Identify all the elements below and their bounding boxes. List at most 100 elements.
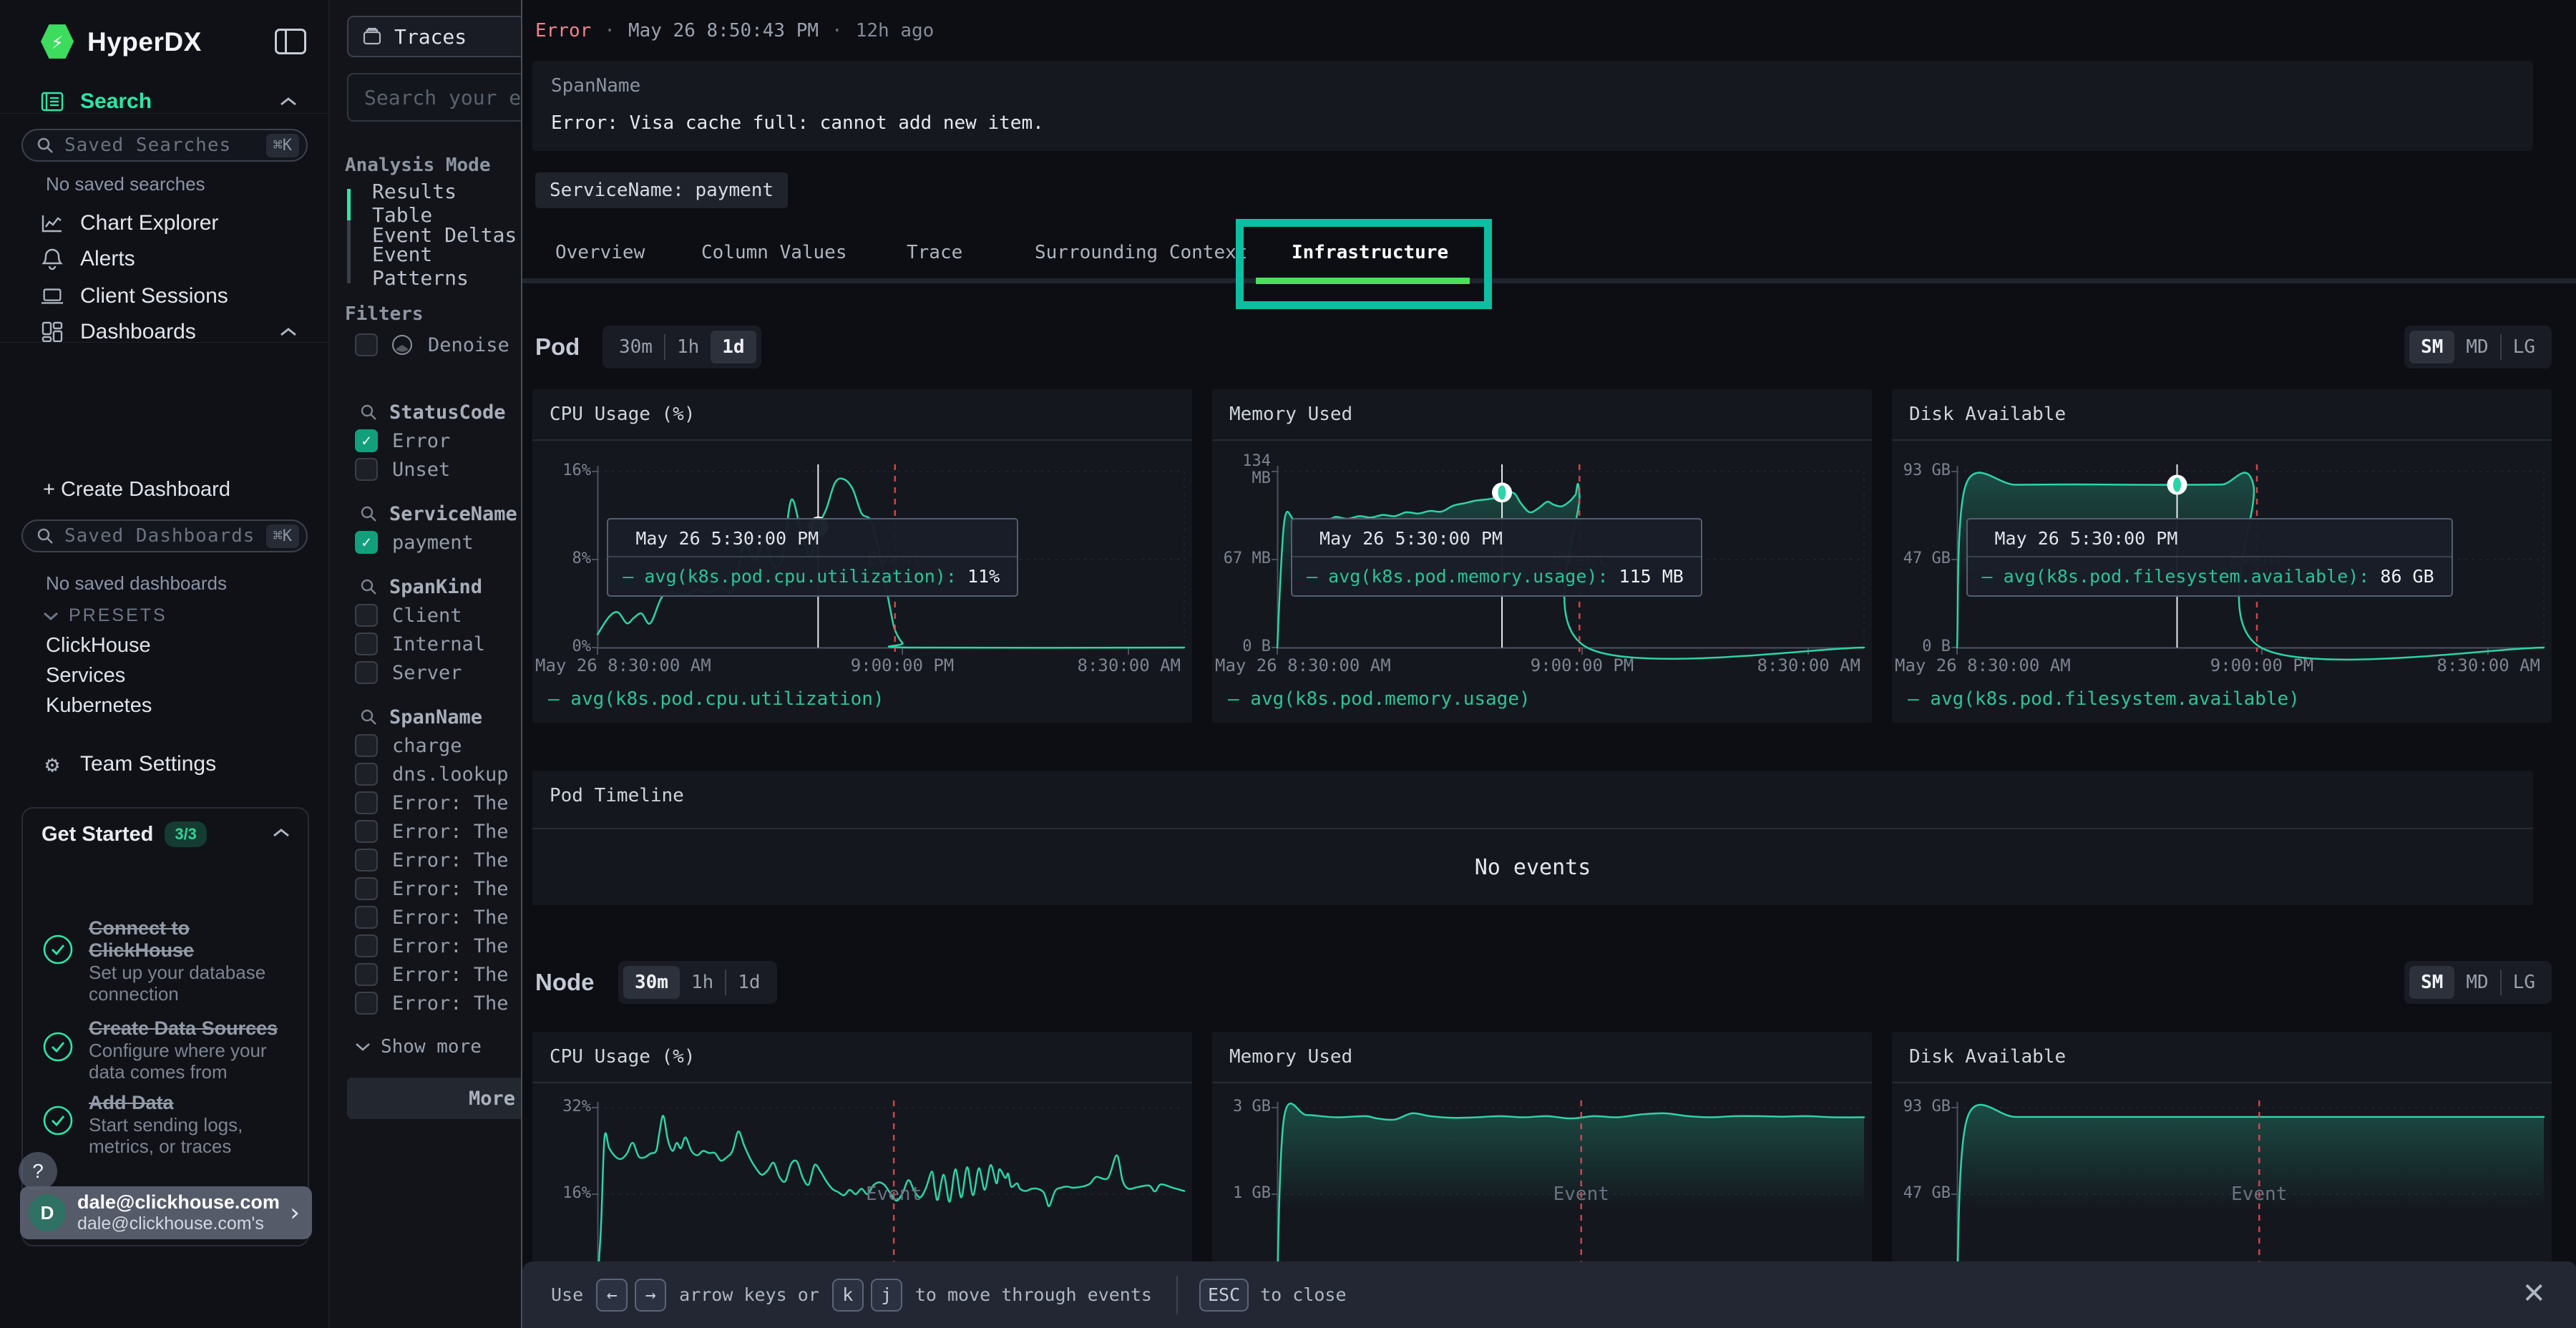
pod-range-30m[interactable]: 30m — [608, 331, 664, 363]
j-key[interactable]: j — [871, 1279, 902, 1312]
collapse-sidebar-icon[interactable] — [275, 29, 306, 54]
sidebar-item-client-sessions[interactable]: Client Sessions — [0, 279, 329, 313]
saved-searches-input[interactable]: Saved Searches ⌘K — [21, 129, 308, 162]
sidebar-item-kubernetes[interactable]: Kubernetes — [46, 694, 152, 718]
arrow-right-key[interactable]: → — [635, 1279, 666, 1312]
create-dashboard-button[interactable]: + Create Dashboard — [43, 478, 230, 502]
search-icon — [36, 136, 54, 155]
node-range-30m[interactable]: 30m — [623, 966, 680, 999]
filter-option[interactable]: Error: The cr — [329, 960, 521, 989]
checkbox[interactable] — [355, 992, 378, 1015]
checkbox[interactable] — [355, 849, 378, 872]
help-button[interactable]: ? — [19, 1152, 57, 1191]
presets-toggle[interactable]: PRESETS — [43, 605, 167, 626]
filter-option-label: Error: The cr — [392, 935, 521, 957]
pod-range-1d[interactable]: 1d — [711, 331, 756, 363]
filter-option[interactable]: Error: The cr — [329, 903, 521, 932]
saved-dashboards-input[interactable]: Saved Dashboards ⌘K — [21, 519, 308, 552]
sidebar-item-chart-explorer[interactable]: Chart Explorer — [0, 206, 329, 240]
event-search-input[interactable]: Search your ev — [347, 73, 521, 122]
close-icon[interactable]: ✕ — [2522, 1277, 2546, 1310]
filter-option-label: Unset — [392, 459, 450, 481]
filter-option[interactable]: Error: The cr — [329, 788, 521, 817]
denoise-toggle[interactable]: Denoise Re — [329, 331, 521, 359]
source-icon — [361, 26, 383, 47]
x-tick-label: 8:30:00 AM — [2437, 655, 2541, 675]
x-tick-label: 8:30:00 AM — [1078, 655, 1181, 675]
node-range-1h[interactable]: 1h — [680, 966, 725, 999]
checkbox[interactable] — [355, 820, 378, 843]
show-more-button[interactable]: Show more — [355, 1036, 482, 1058]
event-marker-label: Event — [1553, 1183, 1609, 1205]
denoise-label: Denoise Re — [428, 334, 521, 356]
y-axis-tick-label: 93 GB — [1895, 462, 1951, 479]
x-tick-label: May 26 8:30:00 AM — [535, 655, 711, 675]
checkbox[interactable] — [355, 458, 378, 481]
filter-option[interactable]: Error: The cr — [329, 817, 521, 846]
analysis-mode-event-patterns[interactable]: Event Patterns — [372, 250, 521, 282]
service-name-chip[interactable]: ServiceName: payment — [535, 172, 788, 208]
checkbox[interactable] — [355, 763, 378, 786]
chart-legend: — avg(k8s.pod.filesystem.available) — [1908, 688, 2300, 710]
filter-option-label: Server — [392, 662, 462, 684]
chart-legend: — avg(k8s.pod.memory.usage) — [1228, 688, 1531, 710]
source-select[interactable]: Traces — [347, 16, 521, 57]
checkbox[interactable] — [355, 963, 378, 986]
arrow-left-key[interactable]: ← — [596, 1279, 628, 1312]
node-size-sm[interactable]: SM — [2409, 966, 2454, 999]
sidebar-item-team-settings[interactable]: ⚙ Team Settings — [0, 747, 329, 781]
sidebar: ⚡ HyperDX Search Saved Searches ⌘K No sa… — [0, 0, 329, 1328]
filter-option[interactable]: ✓payment — [329, 528, 521, 557]
checkbox[interactable] — [355, 661, 378, 684]
node-size-lg[interactable]: LG — [2502, 966, 2547, 999]
checkbox[interactable] — [355, 906, 378, 929]
filter-option[interactable]: ✓Error — [329, 426, 521, 455]
sidebar-item-dashboards[interactable]: Dashboards — [0, 315, 329, 349]
filter-option[interactable]: Error: The cr — [329, 874, 521, 903]
more-filters-button[interactable]: More fil — [347, 1078, 521, 1119]
node-size-md[interactable]: MD — [2454, 966, 2499, 999]
tab-trace[interactable]: Trace — [907, 242, 962, 263]
annotation-highlight-rect — [1236, 219, 1492, 309]
checkbox[interactable] — [355, 604, 378, 627]
checkbox[interactable] — [355, 734, 378, 757]
tab-column-values[interactable]: Column Values — [701, 242, 847, 263]
tab-surrounding-context[interactable]: Surrounding Context — [1035, 242, 1247, 263]
y-axis-tick-label: 8% — [535, 550, 591, 567]
sidebar-item-services[interactable]: Services — [46, 664, 125, 688]
checkbox[interactable] — [355, 333, 378, 356]
pod-size-lg[interactable]: LG — [2502, 331, 2547, 363]
pod-range-1h[interactable]: 1h — [665, 331, 711, 363]
filter-option[interactable]: Server — [329, 658, 521, 687]
filter-option[interactable]: Internal — [329, 630, 521, 658]
user-menu[interactable]: D dale@clickhouse.com dale@clickhouse.co… — [20, 1186, 312, 1239]
analysis-mode-rail — [347, 189, 351, 283]
pod-size-sm[interactable]: SM — [2409, 331, 2454, 363]
analysis-mode-results-table[interactable]: Results Table — [372, 187, 521, 219]
node-range-control: 30m1h1d — [618, 961, 777, 1004]
tab-overview[interactable]: Overview — [555, 242, 645, 263]
checkbox[interactable]: ✓ — [355, 531, 378, 554]
checkbox[interactable]: ✓ — [355, 429, 378, 452]
checkbox[interactable] — [355, 633, 378, 655]
filter-option[interactable]: Error: The cr — [329, 932, 521, 960]
sidebar-item-alerts[interactable]: Alerts — [0, 242, 329, 276]
divider — [0, 342, 328, 343]
checkbox[interactable] — [355, 877, 378, 900]
filter-option[interactable]: Client — [329, 601, 521, 630]
k-key[interactable]: k — [832, 1279, 864, 1312]
filter-option[interactable]: charge — [329, 731, 521, 760]
filter-option-label: dns.lookup — [392, 763, 509, 786]
filter-option[interactable]: Error: The cr — [329, 846, 521, 874]
esc-key[interactable]: ESC — [1199, 1279, 1249, 1312]
filter-option[interactable]: Error: The cr — [329, 989, 521, 1017]
checkbox[interactable] — [355, 791, 378, 814]
node-range-1d[interactable]: 1d — [726, 966, 771, 999]
x-tick-label: 9:00:00 PM — [851, 655, 955, 675]
pod-size-md[interactable]: MD — [2454, 331, 2499, 363]
checkbox[interactable] — [355, 934, 378, 957]
filter-option[interactable]: dns.lookup — [329, 760, 521, 788]
filter-option[interactable]: Unset — [329, 455, 521, 484]
sidebar-item-clickhouse[interactable]: ClickHouse — [46, 634, 151, 658]
chevron-up-icon[interactable] — [272, 827, 291, 839]
